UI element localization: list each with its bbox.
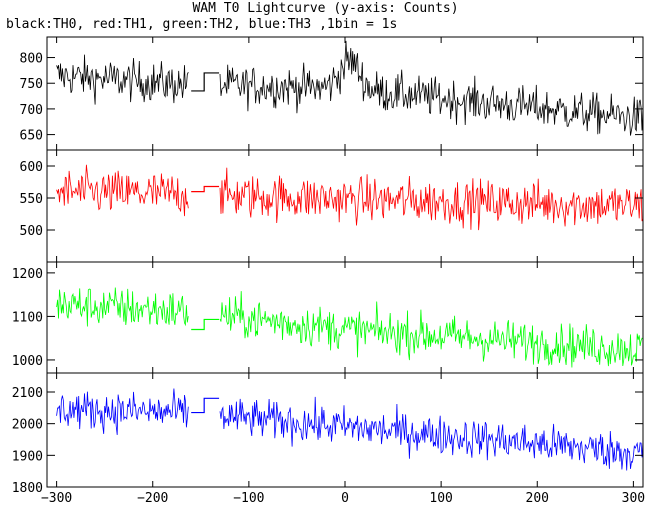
y-tick-label-TH1-550: 550 bbox=[20, 192, 43, 207]
y-tick-label-TH1-600: 600 bbox=[20, 160, 43, 175]
y-tick-label-TH2-1200: 1200 bbox=[12, 267, 43, 282]
y-tick-label-TH3-2100: 2100 bbox=[12, 386, 43, 401]
y-tick-label-TH2-1000: 1000 bbox=[12, 354, 43, 369]
series-TH3-segment-1 bbox=[56, 388, 189, 435]
x-tick-label-100: 100 bbox=[429, 491, 452, 505]
series-TH2-gap-step bbox=[191, 318, 220, 331]
x-tick-label--100: −100 bbox=[233, 491, 264, 505]
series-TH1-segment-1 bbox=[56, 164, 189, 217]
series-TH2-segment-1 bbox=[56, 287, 189, 327]
y-tick-label-TH0-700: 700 bbox=[20, 103, 43, 118]
x-tick-label-200: 200 bbox=[526, 491, 549, 505]
chart-title: WAM T0 Lightcurve (y-axis: Counts) bbox=[192, 1, 459, 16]
x-tick-label-0: 0 bbox=[341, 491, 349, 505]
chart-subtitle: black:TH0, red:TH1, green:TH2, blue:TH3 … bbox=[6, 17, 398, 32]
y-tick-label-TH3-1800: 1800 bbox=[12, 481, 43, 496]
y-tick-label-TH3-1900: 1900 bbox=[12, 449, 43, 464]
x-tick-label--200: −200 bbox=[137, 491, 168, 505]
y-tick-label-TH1-500: 500 bbox=[20, 224, 43, 239]
panel-frame-TH1 bbox=[46, 149, 644, 263]
series-TH0-segment-2 bbox=[219, 40, 643, 136]
series-TH3-gap-step bbox=[191, 397, 220, 414]
series-TH1-segment-2 bbox=[219, 167, 643, 231]
series-TH2-segment-2 bbox=[219, 291, 643, 368]
y-tick-label-TH2-1100: 1100 bbox=[12, 310, 43, 325]
series-TH3-segment-2 bbox=[219, 396, 643, 471]
y-tick-label-TH0-750: 750 bbox=[20, 77, 43, 92]
x-tick-label--300: −300 bbox=[41, 491, 72, 505]
series-TH0-segment-1 bbox=[56, 54, 189, 105]
x-tick-label-300: 300 bbox=[622, 491, 645, 505]
series-TH0-gap-step bbox=[191, 72, 220, 92]
series-TH1-gap-step bbox=[191, 185, 220, 193]
y-tick-label-TH0-650: 650 bbox=[20, 129, 43, 144]
y-tick-label-TH3-2000: 2000 bbox=[12, 418, 43, 433]
y-tick-label-TH0-800: 800 bbox=[20, 52, 43, 67]
